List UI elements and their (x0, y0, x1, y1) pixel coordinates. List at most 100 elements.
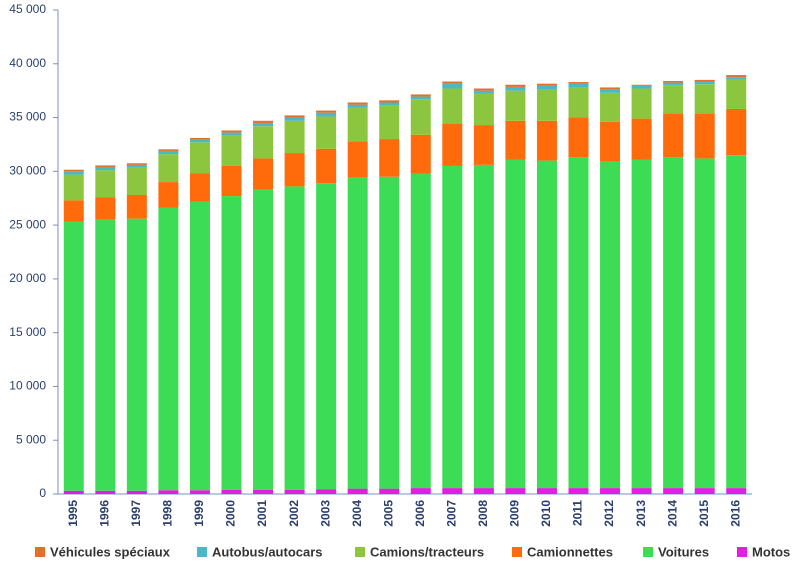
bar-segment (505, 90, 526, 121)
bar-segment (536, 83, 557, 86)
bar-segment (95, 170, 116, 198)
bar-segment (410, 488, 431, 494)
x-tick-label: 1996 (97, 500, 111, 527)
bar-segment (126, 194, 147, 219)
bar-segment (663, 80, 684, 83)
bar-segment (221, 132, 242, 136)
x-tick-label: 1997 (129, 500, 143, 527)
bar-segment (694, 113, 715, 159)
y-tick-label: 40 000 (9, 56, 46, 70)
bar-segment (347, 488, 368, 494)
x-tick-label: 2001 (255, 500, 269, 527)
bar-segment (379, 102, 400, 106)
bar-segment (158, 490, 179, 494)
x-tick-label: 1995 (66, 500, 80, 527)
bar-segment (600, 92, 621, 122)
legend-label: Camionnettes (527, 544, 613, 559)
bar-segment (253, 158, 274, 190)
x-tick-label: 2012 (602, 500, 616, 527)
bar-segment (316, 116, 337, 149)
bar-segment (568, 87, 589, 118)
bar-segment (410, 134, 431, 174)
bar-segment (536, 160, 557, 489)
x-tick-label: 2008 (476, 500, 490, 527)
bar-segment (253, 489, 274, 494)
bar-segment (253, 122, 274, 127)
bar-segment (631, 84, 652, 86)
bar-segment (221, 130, 242, 133)
bar-segment (663, 488, 684, 494)
bar-segment (316, 148, 337, 184)
bar-segment (505, 120, 526, 160)
bar-segment (505, 86, 526, 91)
bar-segment (694, 81, 715, 85)
bar-segment (568, 488, 589, 494)
y-tick-label: 10 000 (9, 379, 46, 393)
y-tick-label: 45 000 (9, 2, 46, 16)
bar-segment (158, 150, 179, 155)
x-tick-label: 1999 (192, 500, 206, 527)
bar-segment (316, 183, 337, 490)
x-tick-label: 2009 (508, 500, 522, 527)
bar-segment (631, 159, 652, 489)
bar-segment (442, 88, 463, 125)
legend-label: Autobus/autocars (212, 544, 323, 559)
x-tick-label: 2010 (539, 500, 553, 527)
bar-segment (505, 159, 526, 489)
y-tick-label: 30 000 (9, 164, 46, 178)
bar-segment (473, 164, 494, 489)
bar-segment (663, 157, 684, 489)
bar-segment (63, 171, 84, 175)
bar-segment (63, 490, 84, 494)
x-tick-label: 2003 (318, 500, 332, 527)
x-tick-label: 2016 (728, 500, 742, 527)
legend-swatch (355, 547, 365, 557)
legend-label: Voitures (658, 544, 709, 559)
y-tick-label: 35 000 (9, 110, 46, 124)
bar-segment (442, 165, 463, 489)
bar-segment (221, 196, 242, 490)
y-tick-label: 15 000 (9, 325, 46, 339)
bar-segment (726, 488, 747, 494)
bar-segment (536, 89, 557, 121)
bar-segment (379, 105, 400, 140)
bar-segment (663, 113, 684, 158)
bar-segment (63, 221, 84, 491)
x-tick-label: 2011 (571, 500, 585, 526)
x-tick-label: 2006 (413, 500, 427, 527)
x-tick-label: 2015 (697, 500, 711, 527)
bar-segment (600, 89, 621, 93)
bar-segment (63, 200, 84, 222)
bar-segment (536, 120, 557, 161)
x-tick-label: 2007 (444, 500, 458, 527)
bar-segment (221, 135, 242, 166)
bar-segment (726, 155, 747, 489)
bar-segment (347, 177, 368, 489)
legend-swatch (737, 547, 747, 557)
bar-segment (568, 117, 589, 158)
bar-segment (284, 120, 305, 154)
bar-segment (126, 167, 147, 195)
bar-segment (694, 79, 715, 82)
bar-segment (473, 90, 494, 94)
legend-label: Camions/tracteurs (370, 544, 484, 559)
bar-segment (253, 120, 274, 123)
bar-segment (473, 88, 494, 91)
bar-segment (126, 164, 147, 168)
bar-segment (379, 176, 400, 489)
bar-segment (410, 94, 431, 97)
legend-swatch (35, 547, 45, 557)
bar-segment (410, 99, 431, 135)
bar-segment (284, 153, 305, 187)
legend-swatch (197, 547, 207, 557)
bar-segment (473, 488, 494, 494)
x-tick-label: 2014 (665, 500, 679, 527)
legend-label: Motos (752, 544, 790, 559)
bar-segment (726, 75, 747, 78)
bar-segment (158, 149, 179, 151)
bar-segment (600, 121, 621, 162)
bar-segment (284, 117, 305, 121)
x-tick-label: 2005 (381, 500, 395, 527)
bar-segment (726, 108, 747, 156)
